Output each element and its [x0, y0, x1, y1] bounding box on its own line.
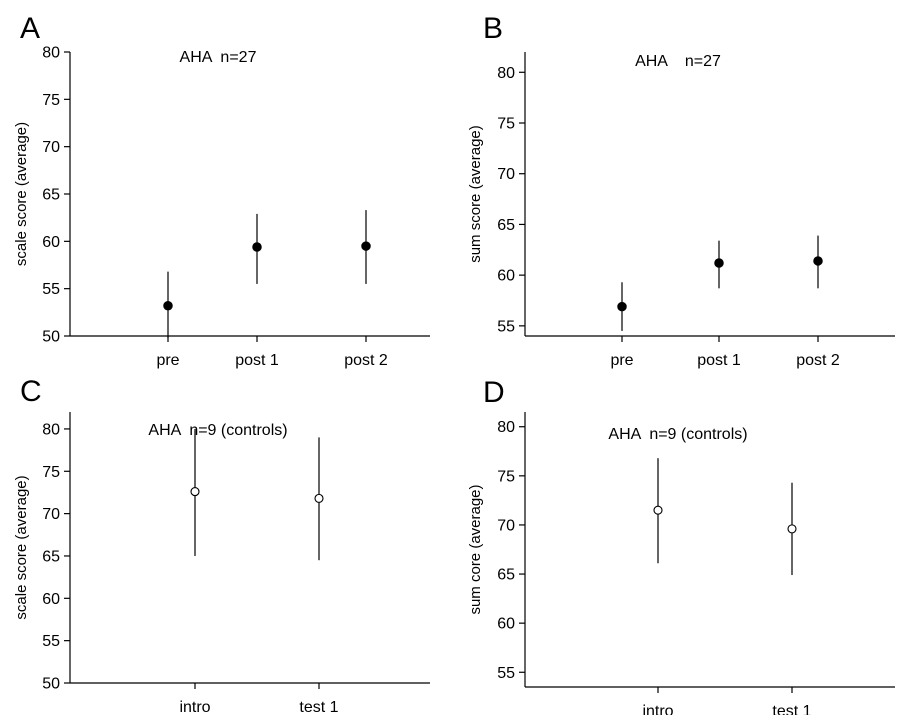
x-tick-label: test 1 [772, 703, 811, 715]
y-axis-label: scale score (average) [13, 122, 30, 266]
panel-letter: B [483, 12, 503, 45]
y-tick-label: 60 [497, 268, 515, 285]
x-tick-label: intro [642, 703, 673, 715]
x-tick-label: pre [156, 352, 179, 369]
x-tick-label: post 2 [796, 352, 840, 369]
y-tick-label: 60 [497, 616, 515, 633]
panel-letter: D [483, 376, 505, 409]
panel-a: A 50 55 60 65 70 75 80 pre post 1 post 2 scale scor… [13, 12, 430, 369]
data-point [617, 301, 627, 312]
x-tick-label: post 1 [697, 352, 741, 369]
y-tick-label: 75 [497, 116, 515, 133]
data-point [190, 487, 200, 497]
panel-d: D 55 60 65 70 75 80 intro test 1 sum core (averag… [467, 376, 895, 715]
y-tick-label: 60 [42, 234, 60, 251]
y-tick-label: 80 [42, 421, 60, 438]
panel-letter: A [20, 12, 40, 45]
data-point [252, 242, 262, 252]
y-tick-label: 70 [42, 506, 60, 523]
data-point [314, 493, 324, 503]
y-tick-label: 70 [497, 517, 515, 534]
y-tick-label: 80 [497, 65, 515, 82]
y-tick-label: 75 [42, 92, 60, 109]
data-point [163, 300, 173, 311]
x-tick-label: test 1 [299, 699, 338, 715]
y-tick-label: 65 [42, 548, 60, 565]
chart-title: AHA n=9 (controls) [608, 426, 747, 443]
chart-title: AHA n=27 [180, 49, 257, 66]
y-tick-label: 55 [42, 633, 60, 650]
y-tick-label: 65 [497, 217, 515, 234]
y-tick-label: 55 [497, 318, 515, 335]
y-tick-label: 65 [42, 187, 60, 204]
x-tick-label: post 1 [235, 352, 279, 369]
y-axis-label: sum core (average) [467, 484, 484, 614]
panel-b: B 55 60 65 70 75 80 pre post 1 post 2 sum score (a… [467, 12, 895, 369]
x-tick-label: post 2 [344, 352, 388, 369]
y-tick-label: 75 [42, 464, 60, 481]
y-tick-label: 80 [497, 419, 515, 436]
y-tick-label: 70 [42, 139, 60, 156]
y-tick-label: 70 [497, 166, 515, 183]
data-point [714, 258, 724, 268]
x-tick-label: pre [610, 352, 633, 369]
chart-title: AHA n=9 (controls) [148, 422, 287, 439]
y-axis-label: scale score (average) [13, 475, 30, 619]
chart-title: AHA n=27 [635, 53, 721, 70]
y-tick-label: 65 [497, 567, 515, 584]
x-tick-label: intro [179, 699, 210, 715]
y-axis-label: sum score (average) [467, 125, 484, 263]
y-tick-label: 60 [42, 591, 60, 608]
data-point [653, 505, 663, 515]
y-tick-label: 50 [42, 329, 60, 346]
y-tick-label: 55 [497, 665, 515, 682]
y-tick-label: 55 [42, 281, 60, 298]
panel-c: C 50 55 60 65 70 75 80 intro test 1 scale score (a… [13, 375, 430, 715]
data-point [787, 524, 797, 534]
y-tick-label: 75 [497, 468, 515, 485]
data-point [813, 256, 823, 266]
data-point [361, 241, 371, 251]
y-tick-label: 50 [42, 676, 60, 693]
panel-letter: C [20, 375, 42, 408]
y-tick-label: 80 [42, 45, 60, 62]
